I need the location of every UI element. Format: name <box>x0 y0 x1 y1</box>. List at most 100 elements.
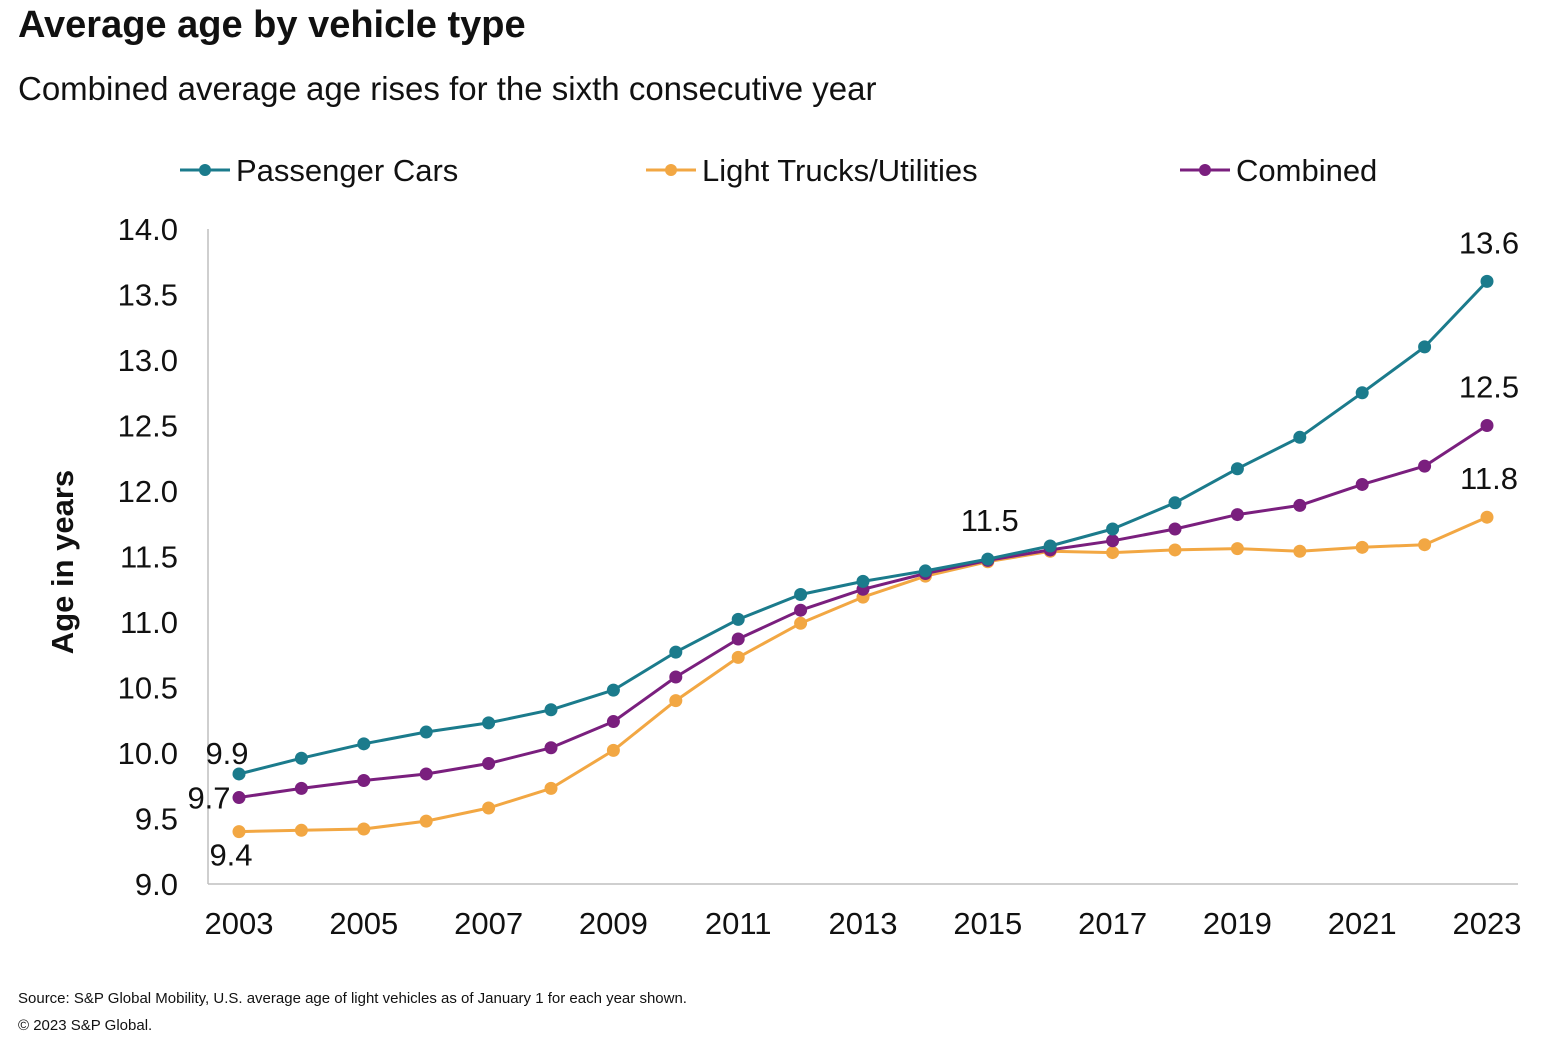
data-point <box>794 587 808 601</box>
series-line <box>238 515 1488 834</box>
x-tick-label: 2003 <box>205 906 274 941</box>
legend-label: Passenger Cars <box>236 153 458 188</box>
data-point <box>482 716 496 730</box>
series-combined <box>232 419 1494 805</box>
chart-legend: Passenger Cars Light Trucks/Utilities Comb… <box>180 153 1377 188</box>
data-point <box>1480 274 1494 288</box>
y-tick-label: 9.0 <box>135 867 178 902</box>
legend-item: Passenger Cars <box>180 153 458 188</box>
data-point <box>1230 462 1244 476</box>
data-point <box>1106 546 1120 560</box>
data-point <box>357 737 371 751</box>
data-point <box>232 791 246 805</box>
data-point <box>419 814 433 828</box>
data-label: 11.5 <box>961 503 1019 538</box>
data-point <box>606 743 620 757</box>
data-point <box>294 781 308 795</box>
data-point <box>731 632 745 646</box>
data-point <box>731 612 745 626</box>
data-point <box>232 825 246 839</box>
data-point <box>918 564 932 578</box>
data-label: 9.4 <box>209 838 252 873</box>
data-point <box>1106 522 1120 536</box>
data-point <box>482 756 496 770</box>
data-point <box>731 650 745 664</box>
data-point <box>1418 459 1432 473</box>
data-point <box>1293 498 1307 512</box>
y-tick-label: 14.0 <box>118 212 178 247</box>
x-tick-label: 2009 <box>579 906 648 941</box>
x-tick-label: 2017 <box>1078 906 1147 941</box>
y-tick-label: 12.5 <box>118 409 178 444</box>
data-point <box>1480 419 1494 432</box>
y-axis-label: Age in years <box>45 470 80 654</box>
data-label: 9.9 <box>205 736 248 771</box>
data-point <box>1293 544 1307 558</box>
data-point <box>669 694 683 708</box>
data-point <box>294 751 308 765</box>
data-point <box>357 822 371 836</box>
data-point <box>544 741 558 755</box>
data-label: 9.7 <box>187 781 230 816</box>
data-point <box>1355 477 1369 491</box>
legend-swatch-marker <box>199 164 211 176</box>
data-point <box>294 823 308 837</box>
data-point <box>1418 538 1432 552</box>
chart-subtitle: Combined average age rises for the sixth… <box>18 70 877 107</box>
y-tick-label: 13.5 <box>118 278 178 313</box>
data-labels: 9.9 9.7 9.4 11.5 13.6 12.5 11.8 <box>187 225 1519 872</box>
x-tick-label: 2005 <box>329 906 398 941</box>
y-tick-label: 13.0 <box>118 343 178 378</box>
data-point <box>1230 508 1244 522</box>
data-point <box>1355 540 1369 554</box>
x-tick-label: 2015 <box>953 906 1022 941</box>
chart-axes <box>207 229 1518 885</box>
copyright-note: © 2023 S&P Global. <box>18 1017 153 1034</box>
data-label: 12.5 <box>1459 370 1519 405</box>
x-tick-label: 2011 <box>705 906 772 941</box>
y-tick-labels: 9.0 9.5 10.0 10.5 11.0 11.5 12.0 12.5 13.0 13.5 14… <box>118 212 178 902</box>
data-point <box>544 781 558 795</box>
series-passenger-cars <box>232 274 1494 781</box>
y-tick-label: 10.0 <box>118 736 178 771</box>
data-point <box>1168 496 1182 510</box>
chart-title: Average age by vehicle type <box>18 4 526 46</box>
legend-item: Light Trucks/Utilities <box>646 153 978 188</box>
legend-label: Light Trucks/Utilities <box>702 153 978 188</box>
series-layer <box>232 274 1494 839</box>
data-point <box>1355 386 1369 400</box>
series-line <box>238 424 1488 799</box>
data-point <box>232 767 246 781</box>
source-note: Source: S&P Global Mobility, U.S. averag… <box>18 990 687 1007</box>
legend-swatch-marker <box>665 164 677 176</box>
data-point <box>1106 534 1120 548</box>
x-tick-label: 2013 <box>829 906 898 941</box>
data-point <box>794 616 808 630</box>
legend-label: Combined <box>1236 153 1377 188</box>
y-tick-label: 11.0 <box>120 605 178 640</box>
data-point <box>357 774 371 788</box>
series-light-trucks-utilities <box>232 510 1494 839</box>
data-point <box>1293 430 1307 444</box>
data-point <box>1168 543 1182 557</box>
x-tick-labels: 2003 2005 2007 2009 2011 2013 2015 2017 2019 2021… <box>205 906 1522 941</box>
series-line <box>238 280 1489 776</box>
x-tick-label: 2021 <box>1328 906 1397 941</box>
data-point <box>606 683 620 697</box>
data-point <box>482 801 496 815</box>
data-point <box>1043 539 1057 553</box>
data-point <box>1230 542 1244 556</box>
data-point <box>669 645 683 659</box>
x-tick-label: 2007 <box>454 906 523 941</box>
data-point <box>1480 510 1494 524</box>
legend-swatch-marker <box>1199 164 1211 176</box>
x-tick-label: 2023 <box>1453 906 1522 941</box>
data-point <box>1168 522 1182 536</box>
data-label: 13.6 <box>1459 225 1519 260</box>
y-tick-label: 10.5 <box>118 671 178 706</box>
y-tick-label: 9.5 <box>135 802 178 837</box>
data-point <box>419 767 433 781</box>
legend-item: Combined <box>1180 153 1377 188</box>
x-tick-label: 2019 <box>1203 906 1272 941</box>
